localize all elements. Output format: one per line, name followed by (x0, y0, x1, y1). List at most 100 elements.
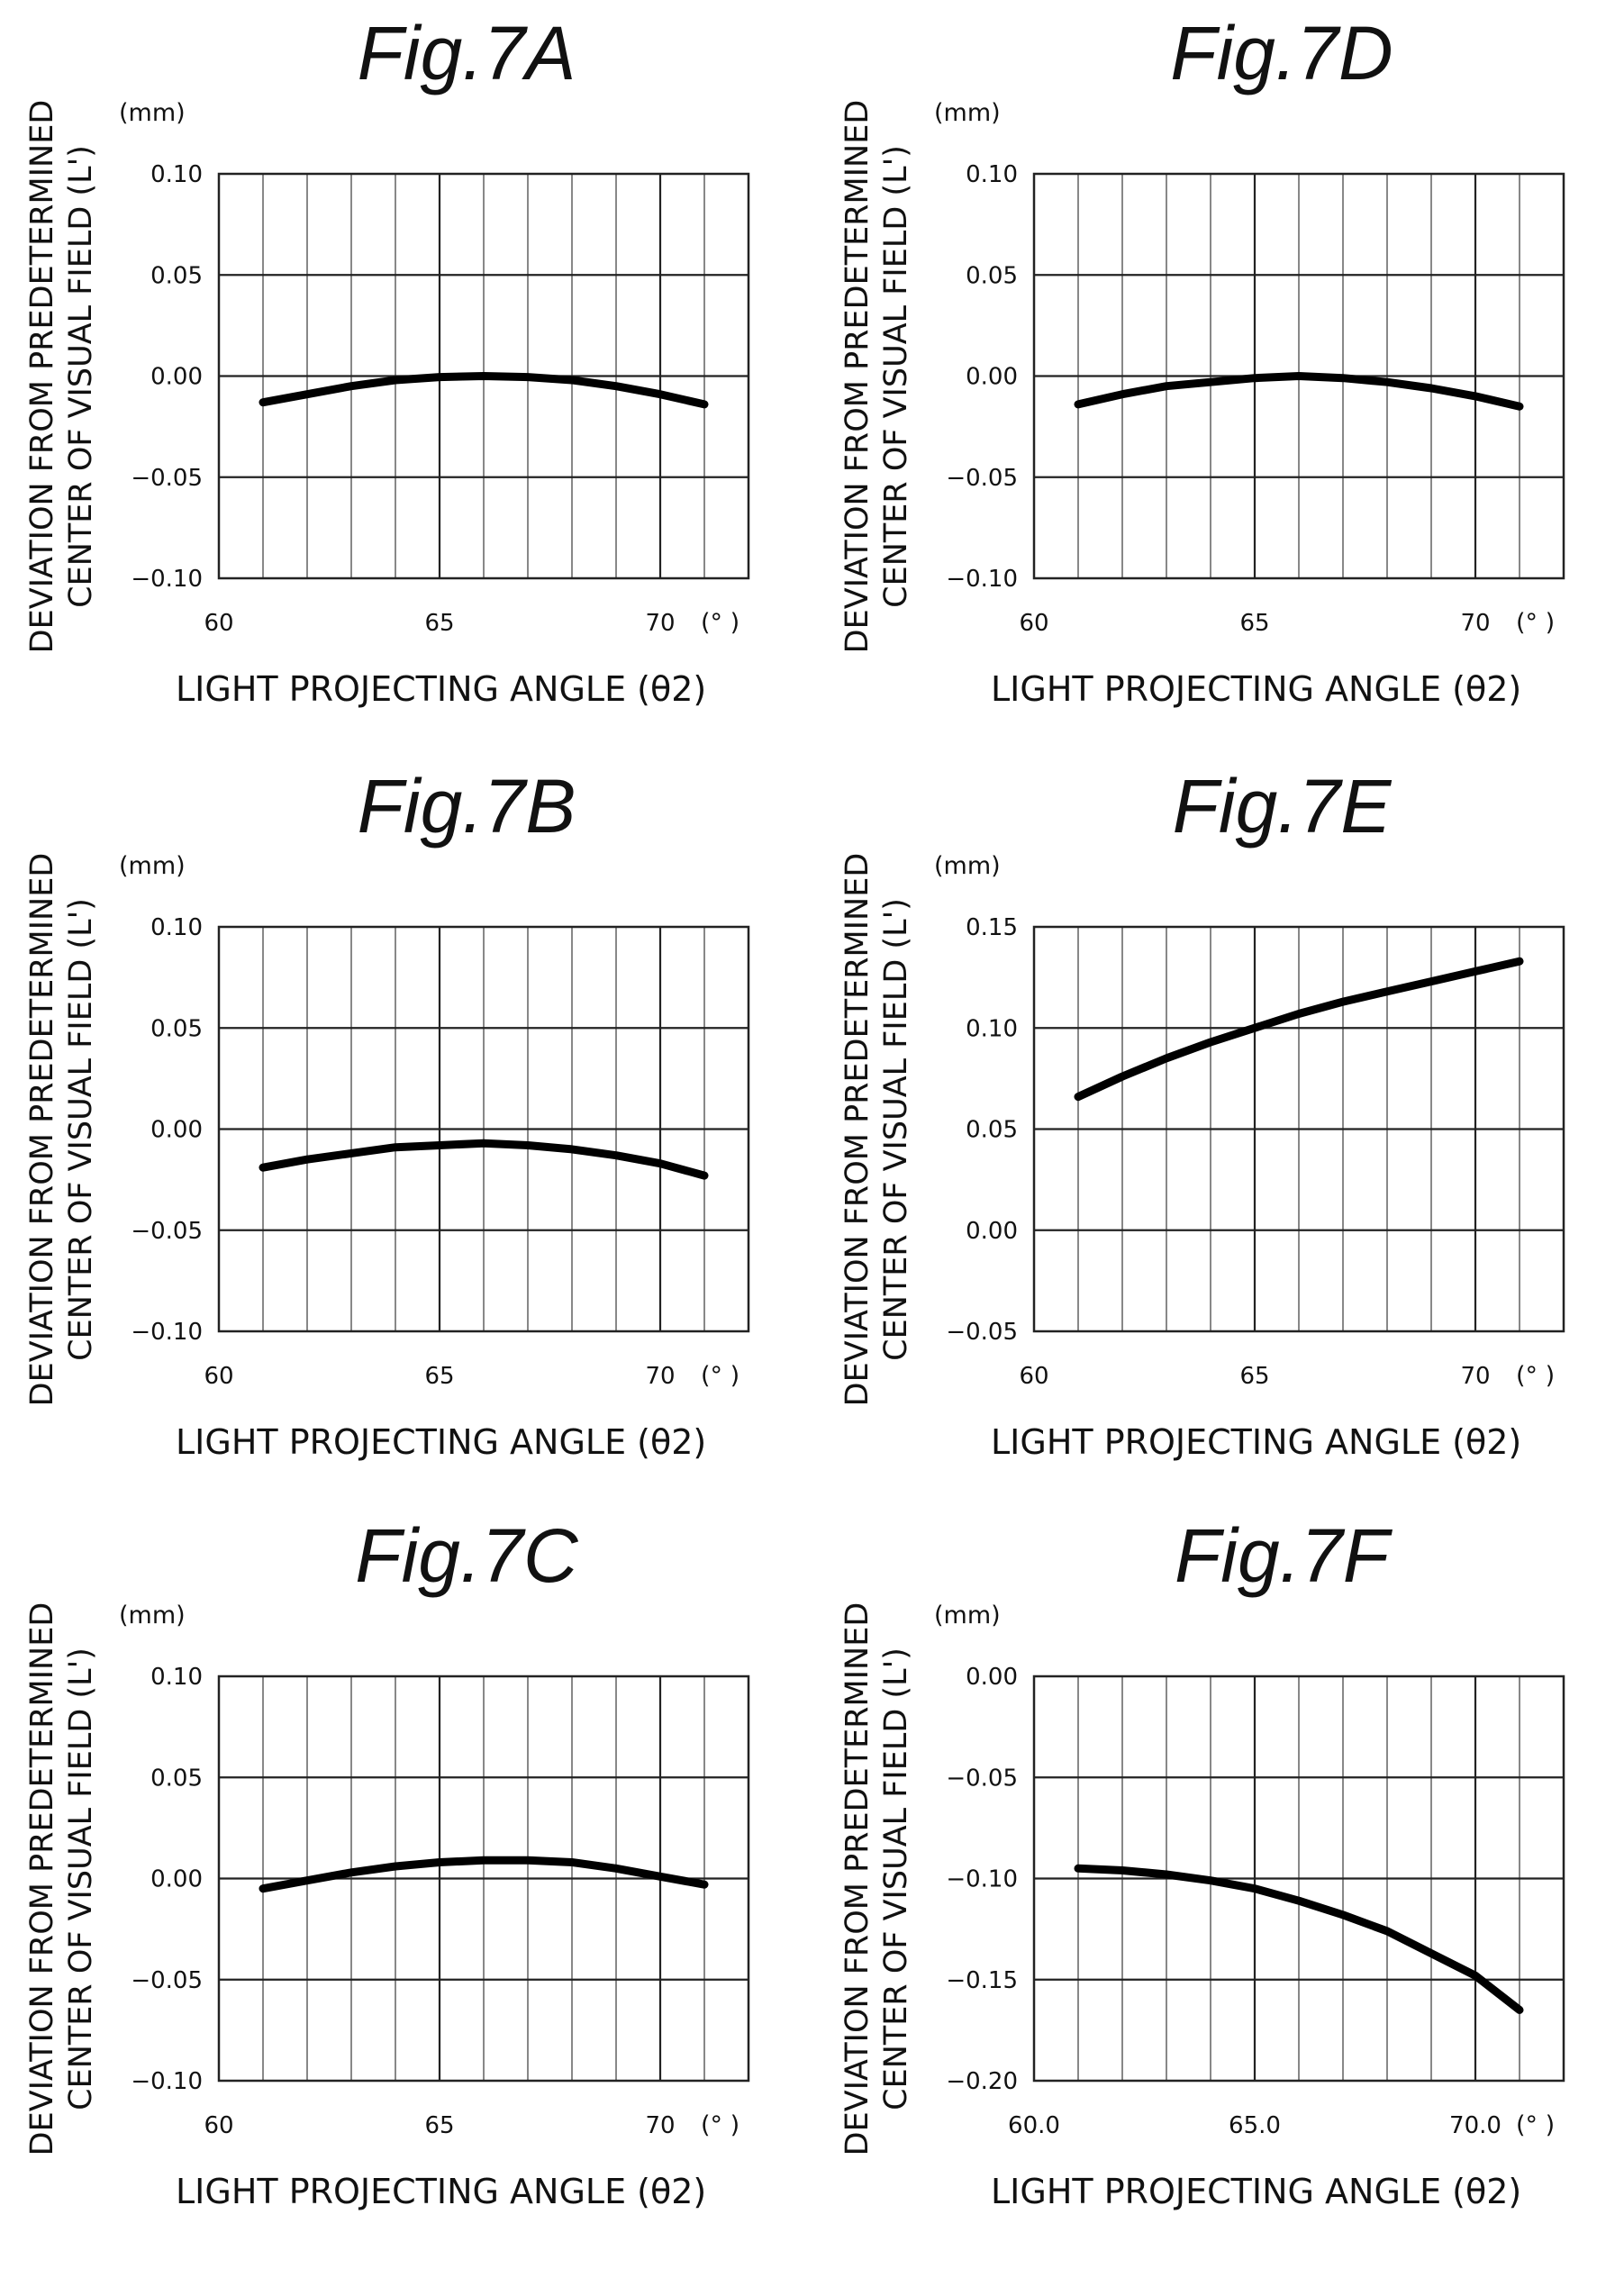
y-axis-label-line2: CENTER OF VISUAL FIELD (L') (63, 145, 99, 608)
plot-frame (1032, 1674, 1565, 2083)
y-tick-label: 0.10 (966, 161, 1018, 188)
y-tick-label: 0.00 (966, 1664, 1018, 1691)
y-axis-label-line2: CENTER OF VISUAL FIELD (L') (878, 145, 914, 608)
x-axis-label: LIGHT PROJECTING ANGLE (θ2) (991, 1422, 1521, 1462)
chart-title: Fig.7E (1173, 764, 1393, 849)
chart-title: Fig.7D (1170, 11, 1393, 95)
chart-panel-7e: Fig.7E DEVIATION FROM PREDETERMINED CENTER… (839, 764, 1565, 1462)
y-axis-label-line1: DEVIATION FROM PREDETERMINED (24, 100, 60, 654)
y-tick-label: −0.20 (946, 2068, 1018, 2095)
y-tick-label: −0.10 (946, 1866, 1018, 1893)
chart-title: Fig.7F (1175, 1513, 1393, 1598)
y-axis-unit: (mm) (119, 852, 186, 880)
y-axis-unit: (mm) (119, 1602, 186, 1629)
chart-title: Fig.7A (358, 11, 576, 95)
y-axis-label-line2: CENTER OF VISUAL FIELD (L') (63, 898, 99, 1361)
x-tick-label: 60 (204, 610, 233, 637)
plot-frame (217, 172, 750, 580)
x-axis-unit: (° ) (1516, 1362, 1555, 1390)
y-axis-unit: (mm) (934, 1602, 1001, 1629)
y-tick-label: 0.00 (150, 1866, 203, 1893)
y-tick-label: 0.00 (966, 1218, 1018, 1245)
y-tick-label: −0.05 (131, 1967, 203, 1994)
x-tick-label: 60 (204, 2112, 233, 2139)
x-axis-unit: (° ) (1516, 2111, 1555, 2139)
y-axis-label-line1: DEVIATION FROM PREDETERMINED (839, 1602, 876, 2156)
x-tick-label: 65 (1239, 1363, 1269, 1390)
x-tick-label: 70 (645, 2112, 675, 2139)
y-tick-label: −0.10 (131, 1319, 203, 1346)
y-tick-label: 0.05 (966, 1117, 1018, 1144)
x-axis-unit: (° ) (1516, 609, 1555, 637)
x-tick-label: 70.0 (1449, 2112, 1502, 2139)
y-tick-label: 0.05 (966, 262, 1018, 289)
y-axis-label-line1: DEVIATION FROM PREDETERMINED (839, 100, 876, 654)
x-axis-unit: (° ) (701, 2111, 739, 2139)
chart-title: Fig.7C (355, 1513, 579, 1598)
y-tick-label: −0.05 (946, 465, 1018, 492)
plot-frame (1032, 925, 1565, 1333)
x-tick-label: 65 (424, 1363, 454, 1390)
y-tick-label: −0.10 (131, 2068, 203, 2095)
y-tick-label: −0.05 (946, 1765, 1018, 1792)
y-axis-label-line2: CENTER OF VISUAL FIELD (L') (878, 898, 914, 1361)
series-line (259, 1856, 709, 1893)
x-tick-label: 60 (204, 1363, 233, 1390)
x-tick-label: 65 (424, 610, 454, 637)
plot-frame (1032, 172, 1565, 580)
y-axis-label-line2: CENTER OF VISUAL FIELD (L') (63, 1647, 99, 2110)
y-tick-label: −0.10 (946, 566, 1018, 593)
x-tick-label: 60 (1019, 610, 1048, 637)
y-tick-label: 0.00 (150, 364, 203, 391)
y-axis-unit: (mm) (119, 99, 186, 127)
x-axis-unit: (° ) (701, 1362, 739, 1390)
x-axis-unit: (° ) (701, 609, 739, 637)
y-axis-label-line1: DEVIATION FROM PREDETERMINED (839, 853, 876, 1407)
series-line (1074, 957, 1524, 1102)
x-tick-label: 70 (645, 610, 675, 637)
x-tick-label: 60.0 (1008, 2112, 1060, 2139)
y-axis-label-line1: DEVIATION FROM PREDETERMINED (24, 853, 60, 1407)
chart-panel-7a: Fig.7A DEVIATION FROM PREDETERMINED CENTER… (24, 11, 750, 709)
chart-panel-7c: Fig.7C DEVIATION FROM PREDETERMINED CENTER… (24, 1513, 750, 2211)
x-tick-label: 65.0 (1229, 2112, 1281, 2139)
y-axis-label-line1: DEVIATION FROM PREDETERMINED (24, 1602, 60, 2156)
y-tick-label: −0.05 (131, 1218, 203, 1245)
x-tick-label: 60 (1019, 1363, 1048, 1390)
y-tick-label: 0.00 (966, 364, 1018, 391)
y-axis-label-line2: CENTER OF VISUAL FIELD (L') (878, 1647, 914, 2110)
chart-panel-7d: Fig.7D DEVIATION FROM PREDETERMINED CENTER… (839, 11, 1565, 709)
y-tick-label: 0.10 (966, 1015, 1018, 1042)
y-axis-unit: (mm) (934, 99, 1001, 127)
y-tick-label: 0.05 (150, 1765, 203, 1792)
x-axis-label: LIGHT PROJECTING ANGLE (θ2) (176, 669, 706, 709)
y-tick-label: −0.10 (131, 566, 203, 593)
plot-frame (217, 925, 750, 1333)
y-axis-unit: (mm) (934, 852, 1001, 880)
x-tick-label: 70 (1460, 1363, 1490, 1390)
series-line (259, 1139, 709, 1180)
x-axis-label: LIGHT PROJECTING ANGLE (θ2) (176, 2172, 706, 2211)
chart-panel-7b: Fig.7B DEVIATION FROM PREDETERMINED CENTER… (24, 764, 750, 1462)
x-axis-label: LIGHT PROJECTING ANGLE (θ2) (991, 669, 1521, 709)
series-line (1074, 372, 1524, 411)
series-line (1074, 1864, 1524, 2014)
y-tick-label: 0.10 (150, 161, 203, 188)
y-tick-label: 0.00 (150, 1117, 203, 1144)
plot-frame (217, 1674, 750, 2083)
x-tick-label: 70 (1460, 610, 1490, 637)
y-tick-label: −0.15 (946, 1967, 1018, 1994)
chart-panel-7f: Fig.7F DEVIATION FROM PREDETERMINED CENTER… (839, 1513, 1565, 2211)
series-line (259, 372, 709, 409)
y-tick-label: 0.15 (966, 914, 1018, 941)
y-tick-label: −0.05 (131, 465, 203, 492)
chart-title: Fig.7B (358, 764, 576, 849)
y-tick-label: 0.10 (150, 914, 203, 941)
x-tick-label: 65 (1239, 610, 1269, 637)
x-axis-label: LIGHT PROJECTING ANGLE (θ2) (991, 2172, 1521, 2211)
y-tick-label: 0.05 (150, 1015, 203, 1042)
y-tick-label: 0.10 (150, 1664, 203, 1691)
x-tick-label: 70 (645, 1363, 675, 1390)
x-axis-label: LIGHT PROJECTING ANGLE (θ2) (176, 1422, 706, 1462)
